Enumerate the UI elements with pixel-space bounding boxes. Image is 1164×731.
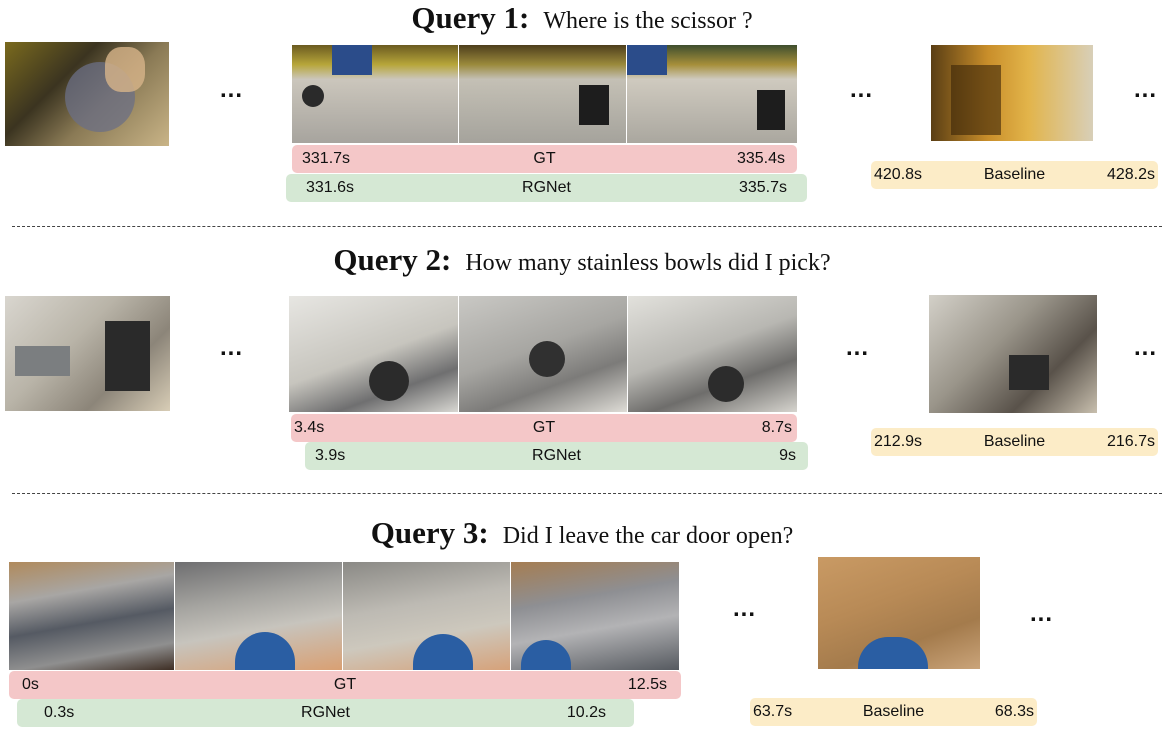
- query-2-title: Query 2: How many stainless bowls did I p…: [0, 242, 1164, 278]
- video-frame: [459, 296, 627, 412]
- query-label: Query 1:: [411, 0, 530, 35]
- gt-end: 8.7s: [761, 419, 792, 436]
- video-frame: [175, 562, 342, 670]
- video-frame: [292, 45, 458, 143]
- ellipsis: ...: [220, 334, 244, 361]
- video-frame: [5, 42, 169, 146]
- baseline-bar: 63.7s Baseline 68.3s: [750, 698, 1037, 726]
- rgnet-label: RGNet: [301, 704, 350, 721]
- query-text: How many stainless bowls did I pick?: [465, 250, 831, 276]
- baseline-bar: 420.8s Baseline 428.2s: [871, 161, 1158, 189]
- rgnet-bar: 331.6s RGNet 335.7s: [286, 174, 807, 202]
- ellipsis: ...: [1134, 76, 1158, 103]
- divider: [12, 226, 1162, 227]
- baseline-end: 428.2s: [1106, 166, 1155, 183]
- baseline-start: 212.9s: [874, 433, 923, 450]
- baseline-label: Baseline: [983, 433, 1046, 450]
- baseline-bar: 212.9s Baseline 216.7s: [871, 428, 1158, 456]
- video-frame: [5, 296, 170, 411]
- video-frame: [343, 562, 510, 670]
- video-frame: [627, 45, 797, 143]
- baseline-end: 216.7s: [1106, 433, 1155, 450]
- video-frame: [628, 296, 797, 412]
- gt-start: 3.4s: [294, 419, 325, 436]
- video-frame: [459, 45, 626, 143]
- rgnet-end: 10.2s: [566, 704, 606, 721]
- rgnet-start: 0.3s: [44, 704, 75, 721]
- video-frame: [9, 562, 174, 670]
- gt-label: GT: [532, 419, 556, 436]
- gt-label: GT: [333, 676, 357, 693]
- query-label: Query 3:: [370, 515, 489, 550]
- gt-bar: 3.4s GT 8.7s: [291, 414, 797, 442]
- ellipsis: ...: [846, 334, 870, 361]
- query-text: Where is the scissor ?: [543, 8, 753, 34]
- video-frame: [289, 296, 458, 412]
- gt-start: 0s: [22, 676, 39, 693]
- query-1-title: Query 1: Where is the scissor ?: [0, 0, 1164, 36]
- video-frame: [511, 562, 679, 670]
- rgnet-bar: 0.3s RGNet 10.2s: [17, 699, 634, 727]
- ellipsis: ...: [1030, 600, 1054, 627]
- rgnet-label: RGNet: [522, 179, 571, 196]
- baseline-start: 63.7s: [753, 703, 793, 720]
- ellipsis: ...: [733, 595, 757, 622]
- gt-bar: 0s GT 12.5s: [9, 671, 681, 699]
- baseline-label: Baseline: [983, 166, 1046, 183]
- rgnet-start: 331.6s: [306, 179, 355, 196]
- baseline-end: 68.3s: [994, 703, 1034, 720]
- video-frame: [929, 295, 1097, 413]
- rgnet-end: 9s: [779, 447, 796, 464]
- video-frame: [818, 557, 980, 669]
- gt-label: GT: [533, 150, 556, 167]
- rgnet-start: 3.9s: [315, 447, 346, 464]
- query-text: Did I leave the car door open?: [502, 523, 794, 549]
- gt-end: 12.5s: [627, 676, 667, 693]
- gt-end: 335.4s: [736, 150, 785, 167]
- baseline-label: Baseline: [862, 703, 925, 720]
- divider: [12, 493, 1162, 494]
- query-label: Query 2:: [333, 242, 452, 277]
- baseline-start: 420.8s: [874, 166, 923, 183]
- ellipsis: ...: [220, 76, 244, 103]
- video-frame: [931, 45, 1093, 141]
- gt-start: 331.7s: [302, 150, 351, 167]
- ellipsis: ...: [1134, 334, 1158, 361]
- gt-bar: 331.7s GT 335.4s: [292, 145, 797, 173]
- ellipsis: ...: [850, 76, 874, 103]
- query-3-title: Query 3: Did I leave the car door open?: [0, 515, 1164, 551]
- rgnet-end: 335.7s: [738, 179, 787, 196]
- rgnet-bar: 3.9s RGNet 9s: [305, 442, 808, 470]
- rgnet-label: RGNet: [532, 447, 581, 464]
